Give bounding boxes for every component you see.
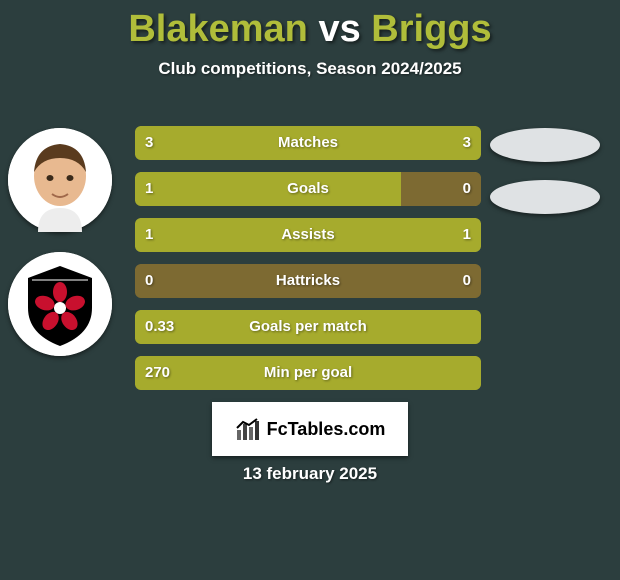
stat-row: 11Assists bbox=[135, 218, 481, 252]
player2-shape-1 bbox=[490, 128, 600, 162]
fctables-icon bbox=[235, 416, 261, 442]
comparison-bars: 33Matches 10Goals 11Assists 00Hattricks 0.33… bbox=[135, 126, 481, 402]
stat-label: Matches bbox=[135, 126, 481, 160]
stat-row: 10Goals bbox=[135, 172, 481, 206]
stat-label: Goals bbox=[135, 172, 481, 206]
stat-row: 0.33Goals per match bbox=[135, 310, 481, 344]
fctables-logo-text: FcTables.com bbox=[267, 419, 386, 440]
subtitle: Club competitions, Season 2024/2025 bbox=[0, 59, 620, 79]
player-face-icon bbox=[8, 128, 112, 232]
comparison-title: Blakeman vs Briggs bbox=[0, 8, 620, 51]
club-crest-icon bbox=[8, 252, 112, 356]
stat-label: Goals per match bbox=[135, 310, 481, 344]
stat-label: Min per goal bbox=[135, 356, 481, 390]
stat-label: Hattricks bbox=[135, 264, 481, 298]
right-ovals bbox=[490, 128, 610, 232]
title-player2: Briggs bbox=[371, 8, 491, 50]
title-vs: vs bbox=[318, 8, 360, 50]
left-avatars bbox=[8, 128, 118, 376]
player2-shape-2 bbox=[490, 180, 600, 214]
stat-label: Assists bbox=[135, 218, 481, 252]
fctables-logo-box: FcTables.com bbox=[212, 402, 408, 456]
stat-row: 270Min per goal bbox=[135, 356, 481, 390]
date-label: 13 february 2025 bbox=[0, 464, 620, 484]
stat-row: 00Hattricks bbox=[135, 264, 481, 298]
stat-row: 33Matches bbox=[135, 126, 481, 160]
player1-avatar bbox=[8, 128, 112, 232]
title-player1: Blakeman bbox=[128, 8, 308, 50]
club-badge bbox=[8, 252, 112, 356]
